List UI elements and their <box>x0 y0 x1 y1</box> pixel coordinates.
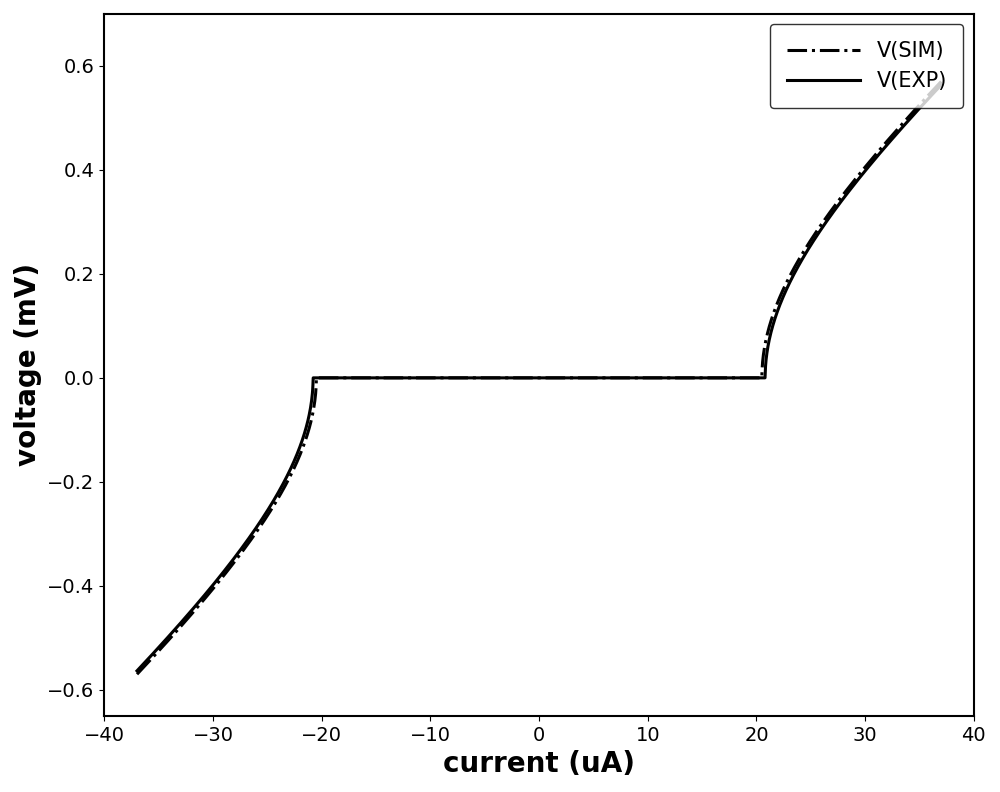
V(SIM) <box>935 77 947 86</box>
V(EXP) <box>131 666 143 676</box>
V(EXP) <box>223 561 235 570</box>
V(EXP) <box>919 97 931 107</box>
V(EXP) <box>833 200 845 209</box>
Legend: V(SIM), V(EXP): V(SIM), V(EXP) <box>770 25 963 108</box>
Line: V(SIM): V(SIM) <box>137 82 941 674</box>
Line: V(EXP): V(EXP) <box>137 85 941 671</box>
Y-axis label: voltage (mV): voltage (mV) <box>14 263 42 466</box>
V(SIM) <box>833 196 845 205</box>
V(SIM) <box>474 373 486 383</box>
X-axis label: current (uA): current (uA) <box>443 750 635 778</box>
V(EXP) <box>935 80 947 89</box>
V(SIM) <box>919 93 931 103</box>
V(SIM) <box>223 565 235 574</box>
V(EXP) <box>439 373 451 383</box>
V(EXP) <box>270 491 282 501</box>
V(EXP) <box>474 373 486 383</box>
V(SIM) <box>131 669 143 679</box>
V(SIM) <box>439 373 451 383</box>
V(SIM) <box>270 497 282 506</box>
